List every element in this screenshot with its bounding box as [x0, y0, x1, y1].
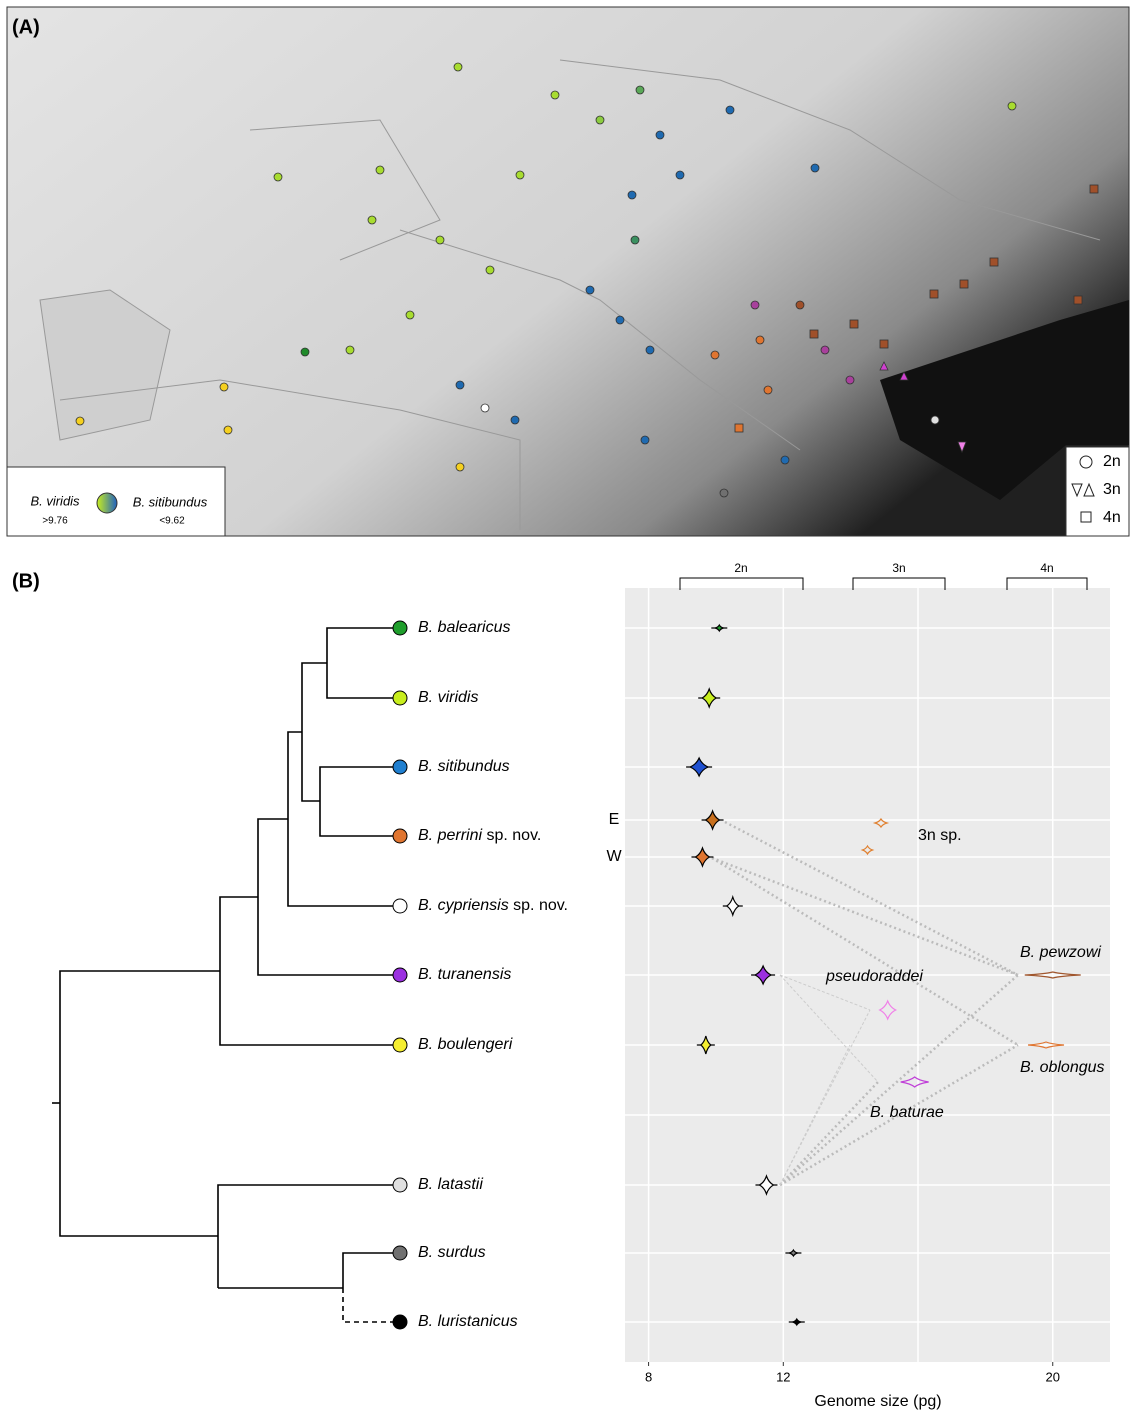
tip-dot: [392, 620, 408, 636]
legend-swatch: [96, 492, 118, 514]
tip-label: B. luristanicus: [418, 1313, 518, 1330]
taxon-label: pseudoraddei: [825, 968, 923, 985]
taxon-label: 3n sp.: [918, 827, 962, 844]
tip-dot: [392, 690, 408, 706]
tip-label: B. balearicus: [418, 619, 511, 636]
population-label: E: [609, 811, 620, 828]
facet-label: 3n: [892, 561, 905, 575]
species-suffix: sp. nov.: [486, 827, 541, 844]
ploidy-legend: [1065, 446, 1130, 537]
species-name: B. surdus: [418, 1244, 486, 1261]
legend-text: B. sitibundus: [133, 494, 208, 509]
x-axis-label: Genome size (pg): [814, 1393, 941, 1410]
hybrid-links: [711, 820, 1019, 1187]
species-suffix: sp. nov.: [513, 897, 568, 914]
taxon-label: B. baturae: [870, 1104, 944, 1121]
species-name: B. viridis: [418, 689, 478, 706]
legend-text: 3n: [1103, 481, 1121, 498]
violin: [704, 809, 721, 831]
x-tick-label: 8: [645, 1369, 652, 1384]
violin: [758, 1174, 775, 1196]
facet-label: 2n: [734, 561, 747, 575]
tip-dot: [392, 759, 408, 775]
violin: [753, 964, 773, 986]
tip-dot: [392, 1314, 408, 1330]
violin: [688, 756, 710, 778]
legend-text: B. viridis: [30, 493, 80, 508]
species-name: B. cypriensis: [418, 897, 509, 914]
tip-label: B. boulengeri: [418, 1036, 513, 1053]
violin: [725, 894, 740, 918]
map-points: [75, 62, 1099, 498]
tree: [52, 627, 400, 1323]
violin: [699, 1035, 712, 1055]
tip-dot: [392, 967, 408, 983]
violin: [872, 817, 890, 829]
x-tick-label: 20: [1046, 1369, 1060, 1384]
population-label: W: [606, 848, 622, 865]
species-name: B. turanensis: [418, 966, 511, 983]
violin: [878, 999, 898, 1021]
tip-dot: [392, 898, 408, 914]
violin: [694, 846, 711, 868]
violin: [1027, 1041, 1065, 1049]
species-name: B. boulengeri: [418, 1036, 513, 1053]
tip-label: B. turanensis: [418, 966, 511, 983]
legend-text: 4n: [1103, 509, 1121, 526]
species-name: B. balearicus: [418, 619, 511, 636]
legend-text: 2n: [1103, 453, 1121, 470]
x-tick-label: 12: [776, 1369, 790, 1384]
violin: [790, 1317, 803, 1327]
species-name: B. perrini: [418, 827, 482, 844]
legend-text: <9.62: [159, 516, 185, 527]
tip-dot: [392, 1037, 408, 1053]
panel-label: (B): [12, 570, 40, 592]
tip-label: B. latastii: [418, 1176, 483, 1193]
species-name: B. luristanicus: [418, 1313, 518, 1330]
violin: [860, 844, 875, 856]
tip-label: B. perrini sp. nov.: [418, 827, 541, 844]
facet-label: 4n: [1040, 561, 1053, 575]
tip-label: B. surdus: [418, 1244, 486, 1261]
tip-dot: [392, 1245, 408, 1261]
facet-brackets: [679, 577, 1088, 590]
species-name: B. sitibundus: [418, 758, 510, 775]
borders: [39, 59, 1101, 530]
tip-dot: [392, 1177, 408, 1193]
violin: [700, 687, 718, 709]
violin: [900, 1076, 929, 1088]
species-name: B. latastii: [418, 1176, 483, 1193]
panel-label: (A): [12, 16, 40, 38]
ploidy-symbols: [1071, 455, 1095, 523]
taxon-label: B. oblongus: [1020, 1059, 1105, 1076]
tip-label: B. cypriensis sp. nov.: [418, 897, 568, 914]
violin: [1024, 971, 1081, 979]
violin: [787, 1248, 800, 1258]
hybrid-links-thin: [779, 974, 879, 1186]
taxon-label: B. pewzowi: [1020, 944, 1101, 961]
tip-label: B. viridis: [418, 689, 478, 706]
legend-text: >9.76: [42, 516, 68, 527]
tip-dot: [392, 828, 408, 844]
violin: [713, 623, 726, 633]
plateau: [880, 300, 1129, 500]
tip-label: B. sitibundus: [418, 758, 510, 775]
